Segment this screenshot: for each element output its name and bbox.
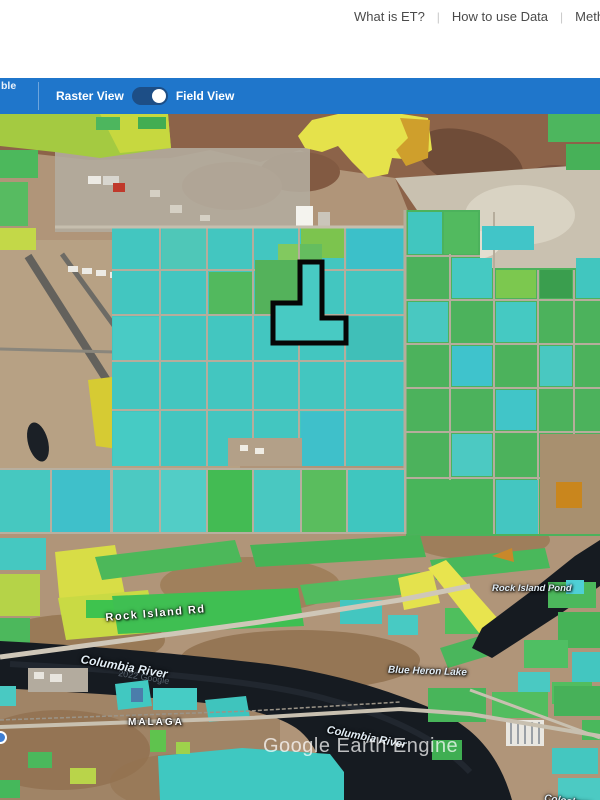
map-marker-pin[interactable]	[0, 731, 7, 744]
satellite-map-canvas[interactable]: Rock Island Rd Columbia River 2022 Googl…	[0, 114, 600, 800]
nav-separator: |	[436, 9, 440, 24]
view-toggle-switch[interactable]	[131, 87, 168, 105]
selected-field-polygon[interactable]	[270, 259, 349, 346]
nav-what-is-et[interactable]: What is ET?	[354, 9, 425, 24]
map-toolbar: ble Raster View Field View	[0, 78, 600, 114]
nav-methodology[interactable]: Methodology	[575, 9, 600, 24]
top-navigation: What is ET? | How to use Data | Methodol…	[352, 9, 600, 24]
nav-how-to-use-data[interactable]: How to use Data	[451, 9, 549, 24]
partial-clipped-button[interactable]: ble	[1, 80, 17, 92]
toolbar-divider	[38, 82, 39, 110]
raster-view-label[interactable]: Raster View	[56, 89, 124, 103]
satellite-imagery	[0, 114, 600, 800]
nav-separator: |	[560, 9, 564, 24]
view-toggle-group: Raster View Field View	[56, 78, 234, 114]
field-view-label[interactable]: Field View	[175, 89, 235, 103]
page-header: What is ET? | How to use Data | Methodol…	[0, 0, 600, 78]
toggle-knob-icon	[151, 89, 166, 103]
